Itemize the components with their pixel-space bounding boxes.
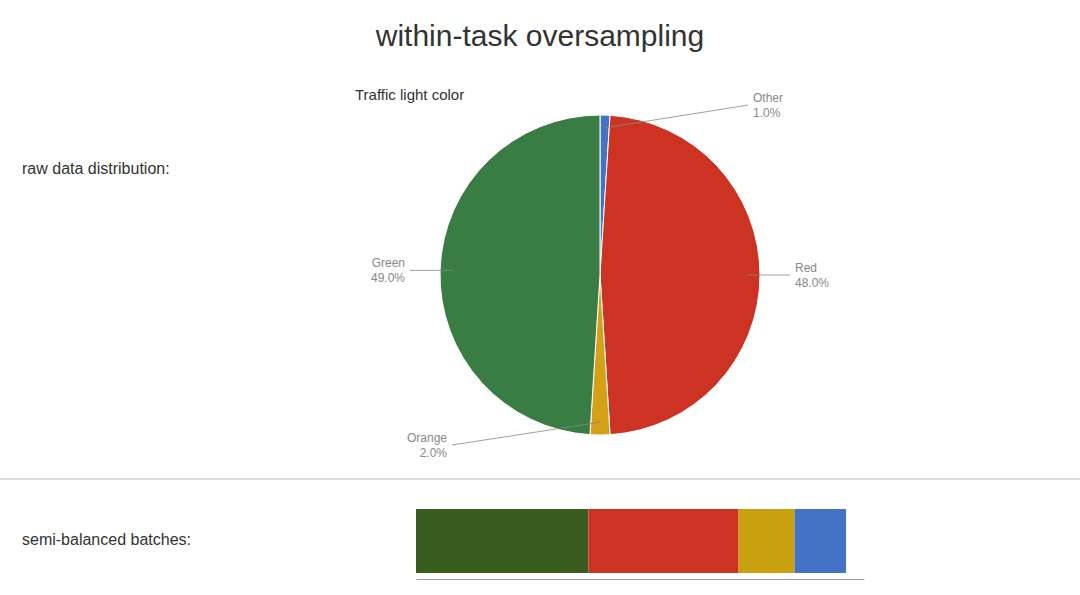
slice-category: Other: [753, 91, 783, 105]
pie-chart: raw data distribution: Traffic light colo…: [22, 86, 829, 460]
slice-category: Red: [795, 261, 817, 275]
bar-segment: [588, 509, 738, 573]
bar-segments: [416, 509, 846, 573]
slice-value: 1.0%: [753, 106, 781, 120]
bar-segment: [795, 509, 847, 573]
chart-root: within-task oversampling raw data distrib…: [0, 0, 1080, 595]
subtitle: raw data distribution:: [22, 160, 170, 177]
leader-line: [605, 105, 748, 128]
slice-value: 2.0%: [420, 446, 448, 460]
annotations: Other1.0% Red48.0% Orange2.0% Green49.0%: [371, 91, 829, 460]
slice-category: Green: [372, 256, 405, 270]
x-axis: [417, 579, 865, 580]
bar-segment: [416, 509, 588, 573]
leader-line: [747, 275, 790, 276]
bar-segment: [739, 509, 795, 573]
bar-chart: semi-balanced batches:: [22, 509, 865, 580]
slice-value: 49.0%: [371, 271, 405, 285]
slice-label: Other1.0%: [753, 91, 783, 120]
axis-line: [417, 579, 865, 580]
pie-slice: [600, 115, 760, 434]
slice-label: Red48.0%: [795, 261, 829, 290]
title: within-task oversampling: [375, 19, 704, 52]
divider: [0, 479, 1080, 480]
pie-slice: [440, 115, 600, 435]
bar-title: semi-balanced batches:: [22, 531, 191, 548]
slices: [440, 115, 760, 435]
slice-label: Green49.0%: [371, 256, 405, 285]
slice-value: 48.0%: [795, 276, 829, 290]
leader-line: [410, 270, 453, 271]
leader-line: [452, 422, 600, 445]
slice-category: Orange: [407, 431, 447, 445]
slice-label: Orange2.0%: [407, 431, 447, 460]
pie-title: Traffic light color: [355, 86, 464, 103]
